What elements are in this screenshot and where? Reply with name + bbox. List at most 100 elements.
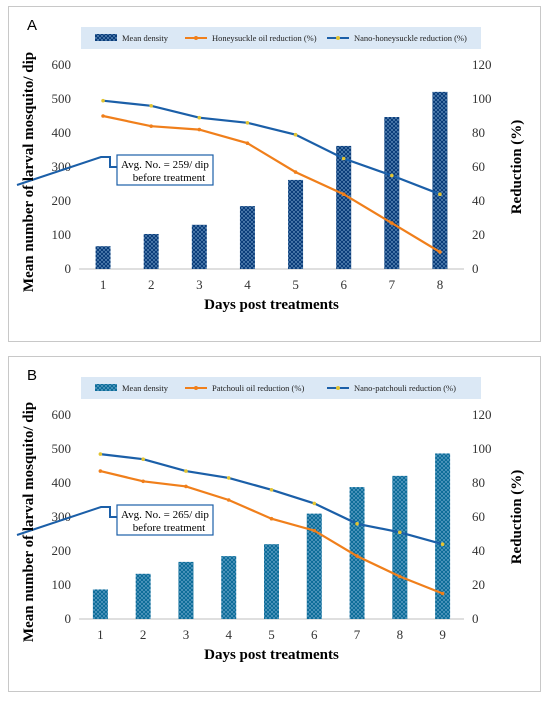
x-tick-label: 8: [397, 627, 404, 642]
legend-marker: [336, 386, 340, 390]
bar: [264, 544, 279, 619]
y-tick-label: 500: [52, 441, 72, 456]
bar: [191, 224, 207, 269]
y2-tick-label: 60: [472, 159, 485, 174]
series-point: [341, 192, 346, 196]
y-tick-label: 0: [65, 261, 72, 276]
legend-label: Honeysuckle oil reduction (%): [212, 33, 317, 43]
series-point: [101, 98, 105, 103]
series-point: [341, 156, 346, 161]
legend-label: Nano-patchouli reduction (%): [354, 383, 456, 393]
y2-tick-label: 0: [472, 261, 479, 276]
y2-tick-label: 20: [472, 577, 485, 592]
y2-axis-title: Reduction (%): [509, 120, 525, 215]
series-point: [390, 173, 394, 178]
series-point: [355, 554, 359, 558]
bar: [392, 475, 408, 619]
series-point: [438, 250, 442, 254]
y-tick-label: 600: [52, 407, 72, 422]
series-point: [398, 530, 402, 535]
bar: [306, 513, 322, 619]
annotation-box: [116, 154, 214, 186]
annotation-line1: Avg. No. = 259/ dip: [121, 159, 209, 171]
y2-tick-label: 0: [472, 611, 479, 626]
bar: [143, 233, 159, 269]
legend-marker: [336, 36, 340, 40]
legend-item: Nano-honeysuckle reduction (%): [327, 33, 467, 43]
series-point: [438, 192, 442, 196]
bar: [239, 206, 255, 269]
series-point: [226, 476, 231, 480]
series-point: [98, 452, 103, 456]
y-tick-label: 500: [52, 91, 72, 106]
legend-swatch-bar: [95, 384, 117, 391]
legend-background: [81, 377, 481, 399]
legend-swatch-bar: [95, 34, 117, 41]
y2-tick-label: 100: [472, 91, 492, 106]
panel-letter: A: [27, 17, 38, 34]
x-tick-label: 7: [354, 627, 361, 642]
bar: [432, 91, 448, 269]
annotation-line2: before treatment: [133, 522, 205, 534]
series-point: [184, 469, 188, 473]
series-point: [149, 124, 153, 128]
series-point: [245, 121, 250, 125]
x-tick-label: 1: [100, 277, 107, 292]
x-tick-label: 6: [340, 277, 347, 292]
x-tick-label: 4: [225, 627, 232, 642]
legend-marker: [194, 36, 198, 40]
y2-tick-label: 120: [472, 407, 492, 422]
legend: Mean density Honeysuckle oil reduction (%…: [81, 27, 481, 49]
x-tick-label: 6: [311, 627, 318, 642]
legend-item: Mean density: [95, 383, 169, 393]
series-point: [226, 498, 231, 502]
series-line: [102, 114, 441, 253]
series-point: [440, 591, 445, 596]
annotation-leader: [16, 506, 117, 536]
series-point: [440, 542, 445, 546]
y2-tick-label: 60: [472, 509, 485, 524]
y-tick-label: 0: [65, 611, 72, 626]
annotation-box: [116, 504, 214, 536]
y2-tick-label: 120: [472, 57, 492, 72]
series-point: [197, 127, 202, 132]
x-axis-title: Days post treatments: [204, 647, 339, 663]
y2-tick-label: 40: [472, 543, 485, 558]
y-tick-label: 100: [52, 227, 72, 242]
legend-marker: [194, 386, 198, 390]
y2-tick-label: 100: [472, 441, 492, 456]
bar: [178, 561, 194, 619]
y-tick-label: 200: [52, 193, 72, 208]
x-tick-label: 3: [196, 277, 203, 292]
series-point: [98, 469, 103, 473]
panel-letter: B: [27, 367, 38, 384]
y-tick-label: 300: [52, 159, 72, 174]
series-point: [390, 221, 394, 225]
y2-tick-label: 40: [472, 193, 485, 208]
combo-chart-a: Mean density Honeysuckle oil reduction (%…: [16, 27, 525, 313]
series-point: [398, 574, 402, 579]
series-point: [197, 115, 202, 120]
y-tick-label: 100: [52, 577, 72, 592]
legend-item: Mean density: [95, 33, 169, 43]
x-tick-label: 5: [268, 627, 275, 642]
legend-item: Nano-patchouli reduction (%): [327, 383, 456, 393]
y-tick-label: 600: [52, 57, 72, 72]
series-point: [141, 457, 145, 461]
y2-tick-label: 80: [472, 475, 485, 490]
legend-label: Nano-honeysuckle reduction (%): [354, 33, 467, 43]
series-point: [101, 114, 105, 118]
y-axis-title: Mean number of larval mosquito/ dip: [21, 402, 37, 642]
series-line: [102, 99, 441, 196]
series-point: [141, 479, 145, 484]
y-tick-label: 300: [52, 509, 72, 524]
y2-tick-label: 80: [472, 125, 485, 140]
annotation-line1: Avg. No. = 265/ dip: [121, 509, 209, 521]
y2-axis-title: Reduction (%): [509, 470, 525, 565]
bar: [221, 556, 237, 619]
y-tick-label: 200: [52, 543, 72, 558]
series-point: [293, 170, 298, 174]
bar: [349, 487, 365, 619]
chart-panel-b: B Mean density Patchouli oil reduction (%…: [8, 356, 541, 692]
